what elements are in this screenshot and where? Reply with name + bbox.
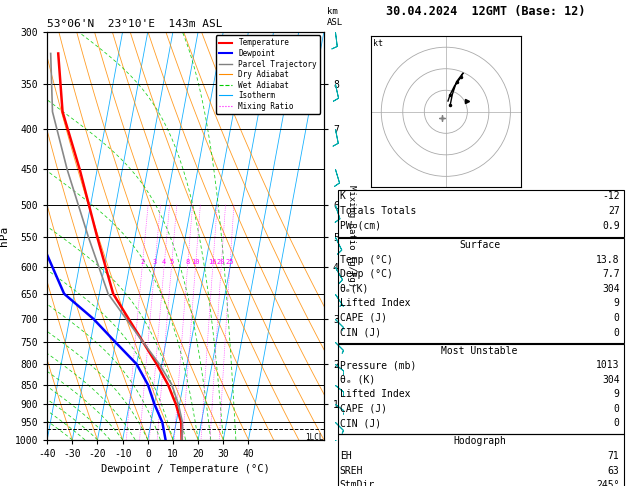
Text: 0.9: 0.9 xyxy=(602,221,620,231)
Text: 71: 71 xyxy=(608,451,620,461)
Text: 30.04.2024  12GMT (Base: 12): 30.04.2024 12GMT (Base: 12) xyxy=(386,5,586,18)
Text: 304: 304 xyxy=(602,284,620,294)
Text: Lifted Index: Lifted Index xyxy=(340,389,410,399)
Legend: Temperature, Dewpoint, Parcel Trajectory, Dry Adiabat, Wet Adiabat, Isotherm, Mi: Temperature, Dewpoint, Parcel Trajectory… xyxy=(216,35,320,114)
Text: CIN (J): CIN (J) xyxy=(340,328,381,338)
Text: StmDir: StmDir xyxy=(340,480,375,486)
Text: 20: 20 xyxy=(217,259,225,264)
Text: 16: 16 xyxy=(208,259,217,264)
Text: 0: 0 xyxy=(614,418,620,429)
Text: -12: -12 xyxy=(602,191,620,202)
Text: Most Unstable: Most Unstable xyxy=(442,346,518,356)
Text: 245°: 245° xyxy=(596,480,620,486)
Text: 0: 0 xyxy=(614,404,620,414)
Text: 10: 10 xyxy=(191,259,200,264)
Text: 1LCL: 1LCL xyxy=(304,433,323,442)
Text: EH: EH xyxy=(340,451,352,461)
Text: Lifted Index: Lifted Index xyxy=(340,298,410,309)
Text: 9: 9 xyxy=(614,389,620,399)
Text: 1013: 1013 xyxy=(596,360,620,370)
Text: CIN (J): CIN (J) xyxy=(340,418,381,429)
Text: Totals Totals: Totals Totals xyxy=(340,206,416,216)
Text: 2: 2 xyxy=(140,259,144,264)
Text: CAPE (J): CAPE (J) xyxy=(340,404,387,414)
Text: 27: 27 xyxy=(608,206,620,216)
Text: CAPE (J): CAPE (J) xyxy=(340,313,387,323)
Text: θₑ(K): θₑ(K) xyxy=(340,284,369,294)
Text: 7.7: 7.7 xyxy=(602,269,620,279)
Text: 25: 25 xyxy=(226,259,234,264)
Text: θₑ (K): θₑ (K) xyxy=(340,375,375,385)
X-axis label: Dewpoint / Temperature (°C): Dewpoint / Temperature (°C) xyxy=(101,465,270,474)
Text: Temp (°C): Temp (°C) xyxy=(340,255,392,265)
Text: K: K xyxy=(340,191,345,202)
Y-axis label: Mixing Ratio (g/kg): Mixing Ratio (g/kg) xyxy=(347,185,355,287)
Text: Pressure (mb): Pressure (mb) xyxy=(340,360,416,370)
Text: 53°06'N  23°10'E  143m ASL: 53°06'N 23°10'E 143m ASL xyxy=(47,19,223,30)
Text: 0: 0 xyxy=(614,328,620,338)
Text: km
ASL: km ASL xyxy=(327,7,343,27)
Text: Hodograph: Hodograph xyxy=(453,436,506,447)
Text: SREH: SREH xyxy=(340,466,363,476)
Text: 13.8: 13.8 xyxy=(596,255,620,265)
Text: 8: 8 xyxy=(186,259,190,264)
Text: kt: kt xyxy=(372,38,382,48)
Text: Dewp (°C): Dewp (°C) xyxy=(340,269,392,279)
Text: 5: 5 xyxy=(169,259,174,264)
Text: 9: 9 xyxy=(614,298,620,309)
Text: 3: 3 xyxy=(153,259,157,264)
Y-axis label: hPa: hPa xyxy=(0,226,9,246)
Text: 4: 4 xyxy=(162,259,166,264)
Text: PW (cm): PW (cm) xyxy=(340,221,381,231)
Text: 0: 0 xyxy=(614,313,620,323)
Text: 304: 304 xyxy=(602,375,620,385)
Text: Surface: Surface xyxy=(459,240,500,250)
Text: 63: 63 xyxy=(608,466,620,476)
